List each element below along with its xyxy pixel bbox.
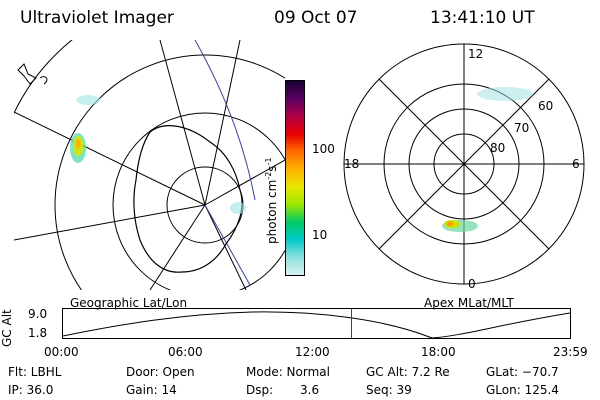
aurora-emission (446, 221, 454, 227)
latitude-circle (54, 54, 285, 290)
meridian-line (204, 40, 241, 206)
mlt-meridian (378, 78, 550, 250)
meridian-line (159, 40, 206, 206)
magnetic-grid-line (194, 40, 256, 201)
meridian-line (14, 111, 206, 206)
gc-alt-tick-low: 1.8 (28, 326, 48, 340)
colorbar-tick-100: 100 (312, 142, 335, 156)
gain-info: Gain: 14 (126, 383, 177, 397)
aurora-emission (477, 87, 533, 101)
meridian-line (149, 204, 206, 290)
apex-panel-label: Apex MLat/MLT (424, 296, 514, 310)
gc-alt-tick-high: 9.0 (28, 307, 48, 321)
time-tick-1800: 18:00 (421, 345, 456, 359)
mlat-label-60: 60 (538, 99, 553, 113)
instrument-title: Ultraviolet Imager (20, 8, 174, 28)
mlt-label-6: 6 (572, 157, 580, 171)
mode-info: Mode: Normal (246, 365, 330, 379)
dsp-value: 3.6 (300, 383, 320, 397)
aurora-emission (75, 139, 81, 149)
gc-alt-info: GC Alt: 7.2 Re (366, 365, 450, 379)
geographic-map (14, 40, 285, 290)
mlat-label-70: 70 (514, 121, 529, 135)
glat-info: GLat: −70.7 (486, 365, 559, 379)
door-info: Door: Open (126, 365, 195, 379)
seq-info: Seq: 39 (366, 383, 412, 397)
altitude-plot (62, 308, 571, 339)
aurora-emission (230, 202, 246, 214)
altitude-curve (62, 311, 571, 339)
coastline-fragment (39, 76, 48, 85)
geographic-panel-label: Geographic Lat/Lon (70, 296, 188, 310)
color-scale-bar (285, 80, 305, 276)
antarctica-outline (133, 125, 243, 273)
date-label: 09 Oct 07 (274, 8, 358, 28)
colorbar-tick-10: 10 (312, 228, 328, 242)
dsp-label: Dsp: (246, 383, 274, 397)
mlt-label-0: 0 (468, 277, 476, 290)
mlat-label-80: 80 (490, 141, 505, 155)
latitude-circle (14, 40, 73, 115)
mlt-label-12: 12 (468, 47, 483, 61)
time-tick-0600: 06:00 (168, 345, 203, 359)
time-tick-0000: 00:00 (44, 345, 79, 359)
polar-mlt-plot: 12 18 6 0 60 70 80 (343, 43, 585, 290)
meridian-line (204, 159, 285, 206)
aurora-emission (76, 95, 100, 105)
meridian-line (14, 204, 206, 241)
time-tick-2359: 23:59 (553, 345, 588, 359)
time-label: 13:41:10 UT (430, 8, 535, 28)
coastline-fragment (17, 63, 37, 85)
mlt-label-18: 18 (344, 157, 359, 171)
gc-alt-axis-label: GC Alt (0, 309, 14, 347)
ip-info: IP: 36.0 (8, 383, 54, 397)
time-tick-1200: 12:00 (295, 345, 330, 359)
filter-info: Flt: LBHL (8, 365, 62, 379)
meridian-line (204, 204, 247, 290)
glon-info: GLon: 125.4 (486, 383, 559, 397)
magnetic-grid-line (204, 204, 251, 286)
colorbar-unit-label: photon cm-2s-1 (264, 157, 279, 244)
altitude-plot-frame (62, 308, 571, 339)
latitude-circle (112, 112, 285, 290)
